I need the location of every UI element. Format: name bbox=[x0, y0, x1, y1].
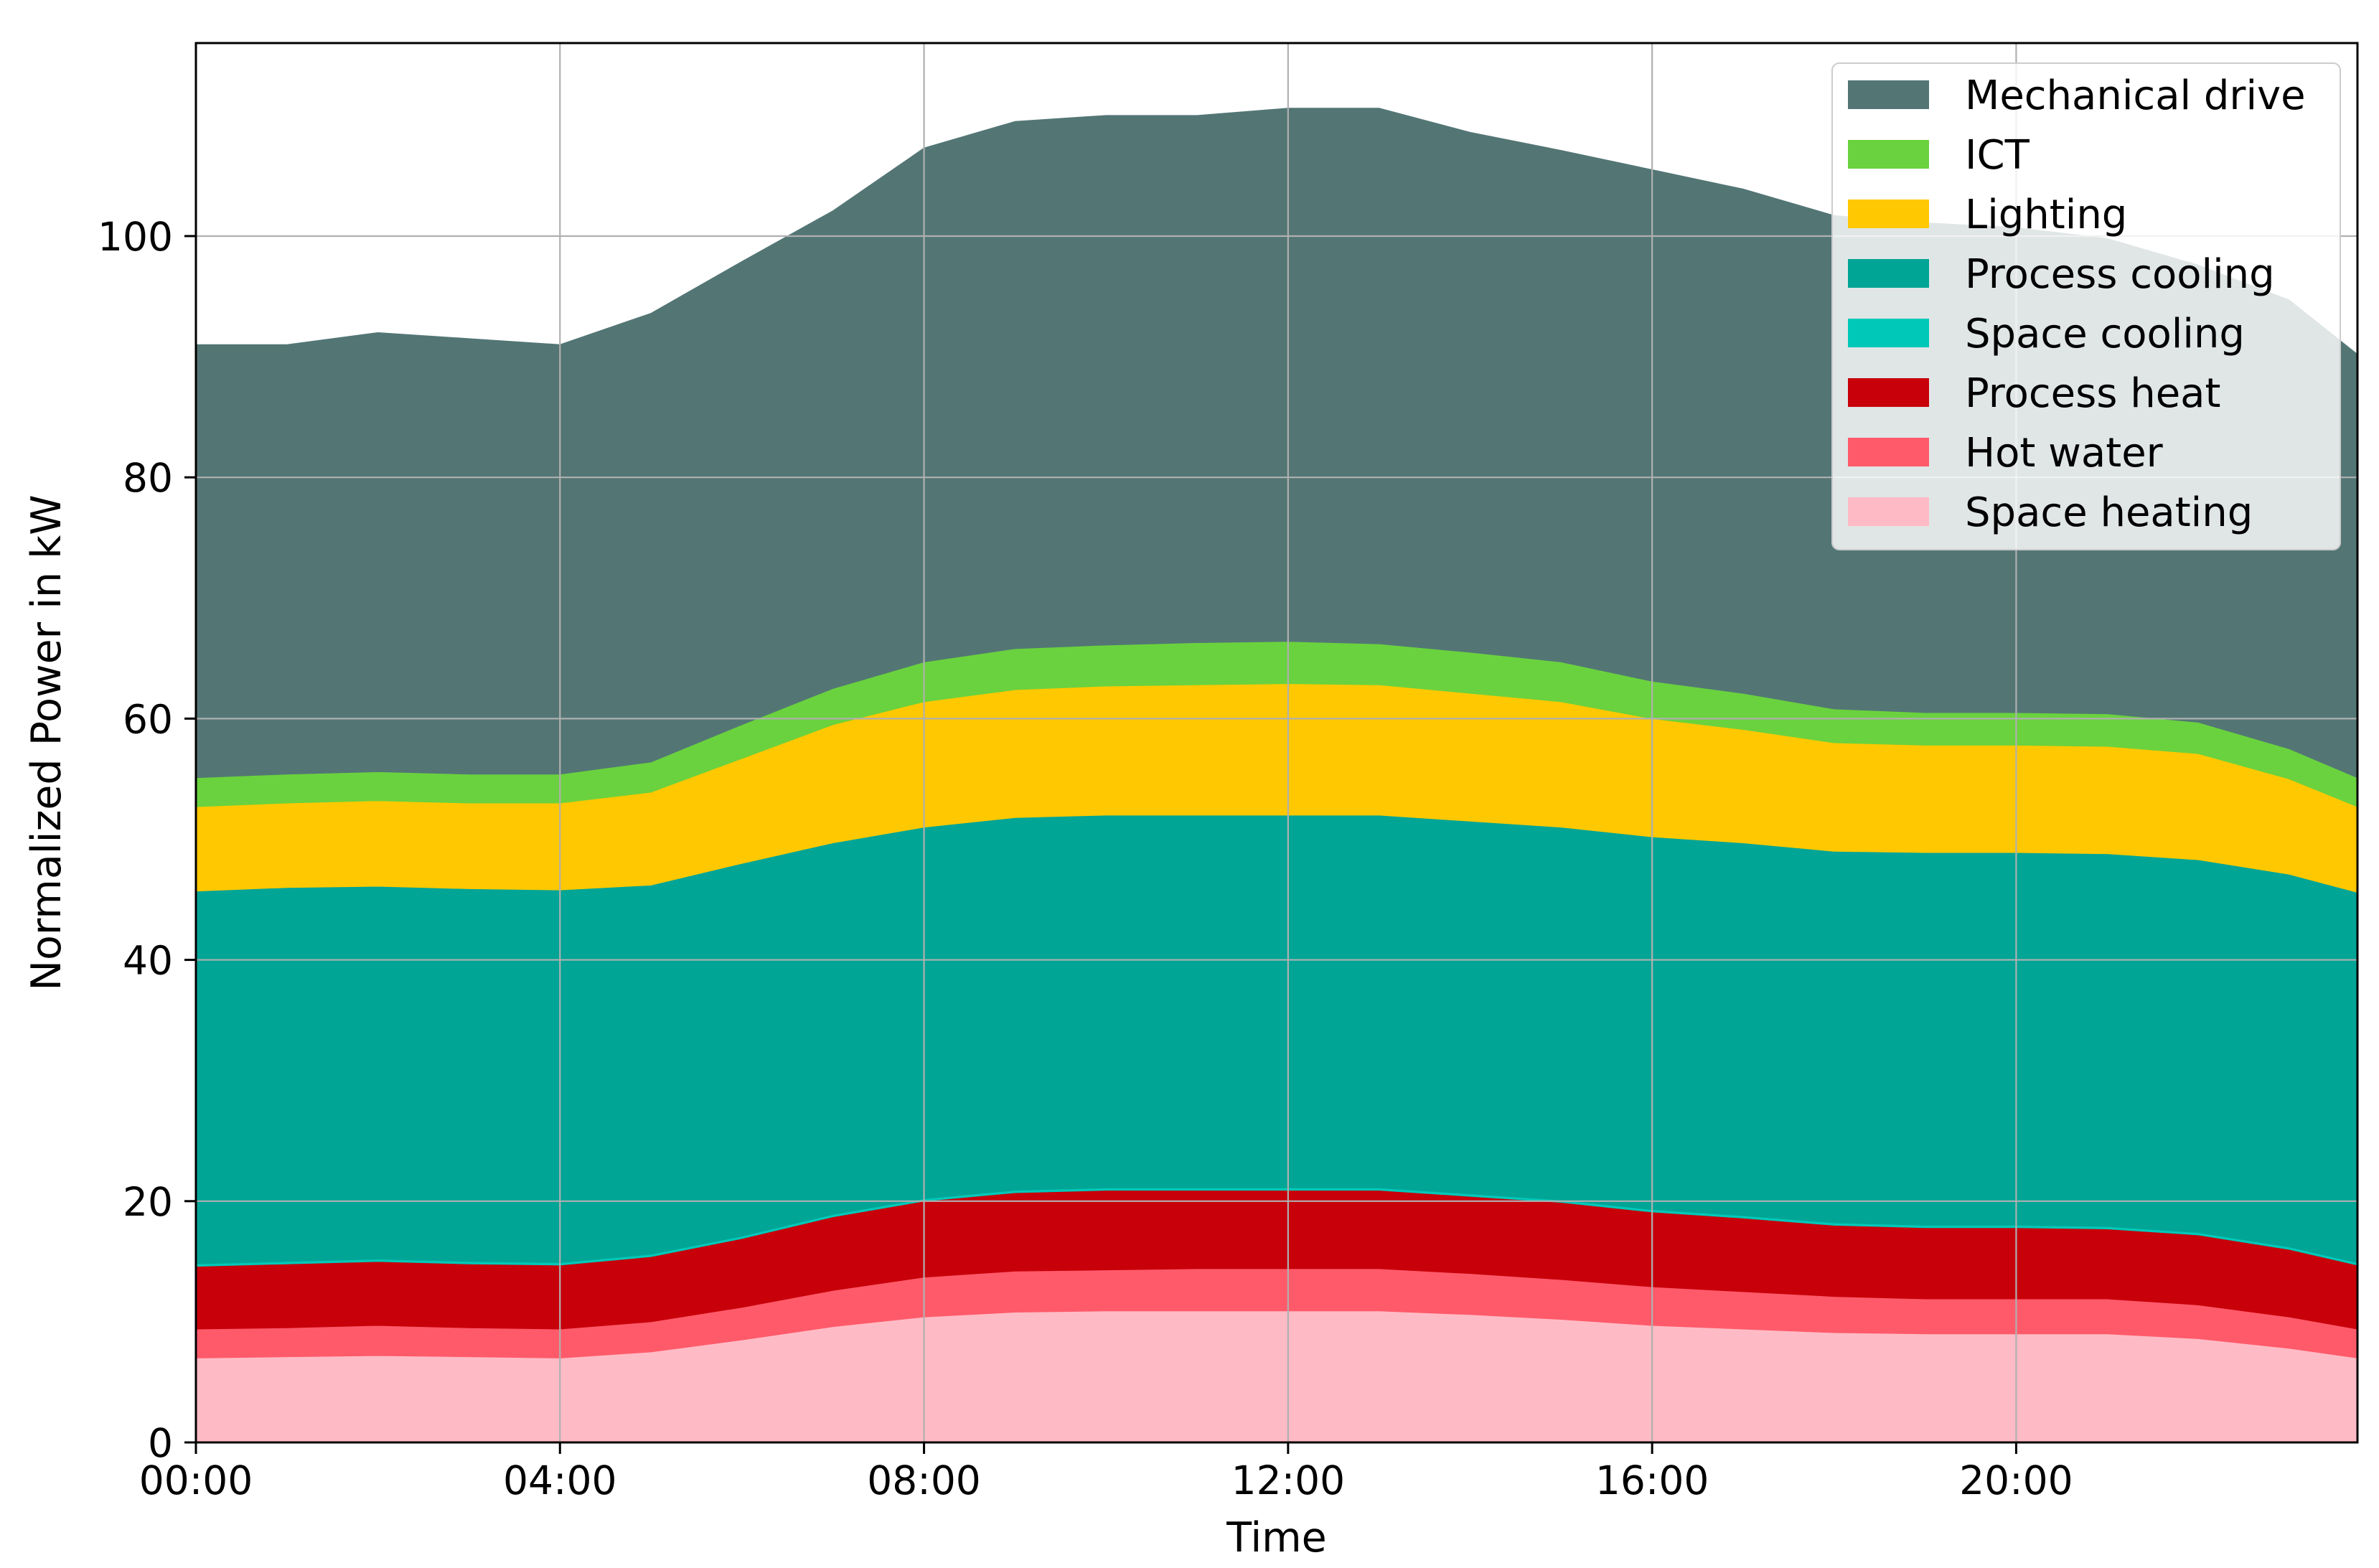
legend-swatch bbox=[1848, 438, 1929, 466]
legend-label: Mechanical drive bbox=[1965, 72, 2306, 119]
x-axis-label: Time bbox=[1226, 1514, 1327, 1562]
legend-label: ICT bbox=[1965, 132, 2030, 179]
legend-item-hot-water: Hot water bbox=[1848, 430, 2164, 476]
legend-label: Process cooling bbox=[1965, 251, 2275, 298]
legend-swatch bbox=[1848, 378, 1929, 407]
y-tick-label: 40 bbox=[123, 938, 173, 984]
x-tick-label: 04:00 bbox=[503, 1457, 617, 1503]
legend: Mechanical drive ICT Lighting Process cooli… bbox=[1831, 62, 2341, 550]
legend-swatch bbox=[1848, 199, 1929, 228]
legend-swatch bbox=[1848, 140, 1929, 169]
x-tick-label: 20:00 bbox=[1959, 1457, 2073, 1503]
y-tick-label: 20 bbox=[123, 1179, 173, 1225]
legend-item-mechanical-drive: Mechanical drive bbox=[1848, 72, 2306, 119]
legend-swatch bbox=[1848, 497, 1929, 526]
legend-item-lighting: Lighting bbox=[1848, 192, 2127, 238]
y-axis-label: Normalized Power in kW bbox=[23, 494, 70, 990]
y-tick-label: 100 bbox=[98, 214, 173, 260]
x-tick-label: 12:00 bbox=[1231, 1457, 1346, 1503]
legend-label: Process heat bbox=[1965, 370, 2220, 417]
x-tick-label: 00:00 bbox=[139, 1457, 253, 1503]
y-tick-label: 80 bbox=[123, 455, 173, 501]
legend-item-process-cooling: Process cooling bbox=[1848, 251, 2275, 298]
legend-label: Space heating bbox=[1965, 489, 2253, 536]
legend-item-process-heat: Process heat bbox=[1848, 370, 2220, 417]
y-tick-label: 60 bbox=[123, 696, 173, 742]
x-tick-label: 16:00 bbox=[1595, 1457, 1709, 1503]
legend-label: Space cooling bbox=[1965, 311, 2245, 357]
legend-swatch bbox=[1848, 259, 1929, 288]
legend-swatch bbox=[1848, 319, 1929, 347]
legend-item-ict: ICT bbox=[1848, 132, 2030, 179]
legend-item-space-heating: Space heating bbox=[1848, 489, 2253, 536]
legend-label: Hot water bbox=[1965, 430, 2164, 476]
y-tick-label: 0 bbox=[148, 1420, 173, 1466]
area-series-group bbox=[195, 108, 2358, 1443]
plot-frame bbox=[194, 42, 2359, 1444]
legend-item-space-cooling: Space cooling bbox=[1848, 311, 2245, 357]
x-tick-label: 08:00 bbox=[867, 1457, 981, 1503]
y-axis-ticks: 0 20 40 60 80 100 bbox=[98, 214, 196, 1466]
legend-label: Lighting bbox=[1965, 192, 2127, 238]
x-axis-ticks: 00:00 04:00 08:00 12:00 16:00 20:00 bbox=[139, 1442, 2073, 1503]
legend-swatch bbox=[1848, 80, 1929, 109]
legend-box bbox=[1831, 62, 2341, 550]
